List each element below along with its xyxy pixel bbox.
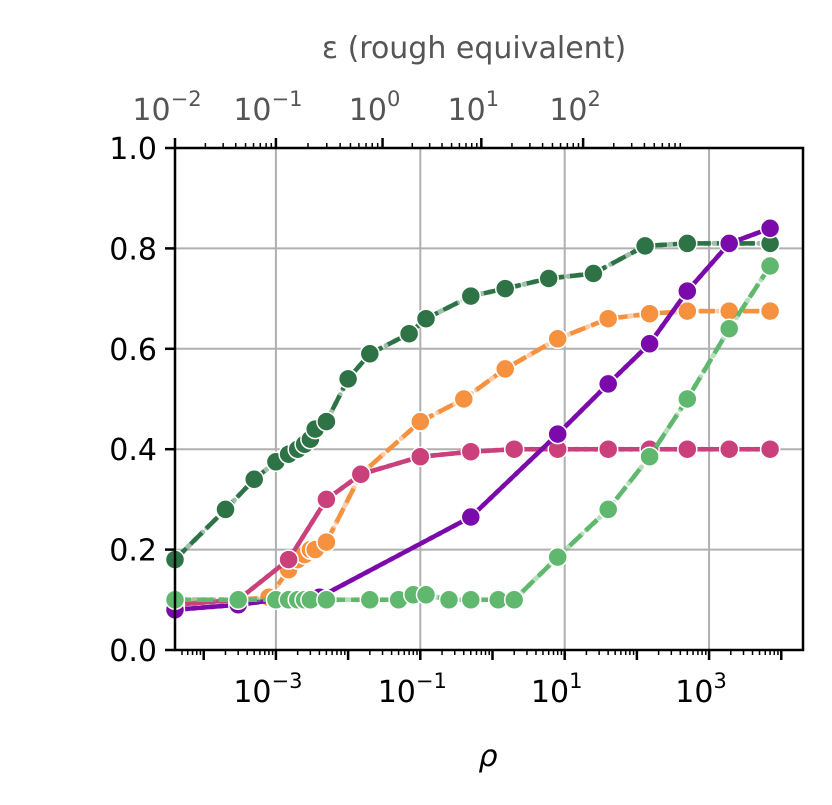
data-point bbox=[639, 446, 660, 467]
data-point bbox=[278, 549, 299, 570]
data-point bbox=[677, 388, 698, 410]
x-tick-label: 10−1 bbox=[378, 669, 447, 710]
y-tick-label: 1.0 bbox=[109, 132, 157, 167]
data-point bbox=[597, 499, 619, 520]
data-point bbox=[460, 506, 482, 528]
y-tick-label: 0.2 bbox=[109, 534, 157, 569]
data-point bbox=[634, 235, 656, 257]
data-point bbox=[415, 308, 437, 329]
series-layer bbox=[164, 218, 781, 621]
y-tick-label: 0.6 bbox=[109, 333, 157, 368]
data-point bbox=[547, 328, 568, 350]
x-tick-label: 10−3 bbox=[233, 669, 302, 710]
x-axis-title: ρ bbox=[478, 739, 497, 774]
data-point bbox=[597, 373, 619, 395]
data-point bbox=[453, 388, 475, 410]
data-point bbox=[350, 464, 372, 485]
data-point bbox=[639, 333, 660, 355]
data-point bbox=[759, 255, 781, 277]
data-point bbox=[759, 438, 781, 460]
data-point bbox=[316, 489, 337, 510]
data-point bbox=[538, 268, 559, 289]
top-tick-label: 102 bbox=[549, 87, 601, 128]
data-point bbox=[243, 469, 265, 490]
data-point bbox=[759, 218, 781, 239]
data-point bbox=[316, 589, 337, 611]
data-point bbox=[316, 531, 337, 553]
data-point bbox=[718, 318, 740, 339]
data-point bbox=[460, 589, 482, 611]
x-tick-label: 101 bbox=[531, 669, 583, 710]
top-tick-label: 100 bbox=[349, 87, 401, 128]
data-point bbox=[677, 438, 698, 460]
series-3 bbox=[164, 218, 781, 621]
data-point bbox=[215, 499, 236, 520]
data-point bbox=[547, 423, 568, 445]
data-point bbox=[677, 300, 698, 322]
data-point bbox=[597, 438, 619, 460]
series-4 bbox=[164, 255, 781, 611]
data-point bbox=[337, 368, 359, 390]
data-point bbox=[718, 438, 740, 460]
data-point bbox=[359, 343, 381, 365]
data-point bbox=[460, 441, 482, 462]
data-point bbox=[547, 546, 568, 568]
data-point bbox=[503, 589, 525, 611]
data-point bbox=[677, 233, 698, 254]
top-tick-label: 101 bbox=[448, 87, 500, 128]
data-point bbox=[316, 411, 337, 432]
data-point bbox=[597, 308, 619, 329]
data-point bbox=[494, 358, 516, 380]
top-tick-label: 10−1 bbox=[233, 87, 302, 128]
data-point bbox=[503, 438, 525, 460]
data-point bbox=[677, 280, 698, 302]
data-point bbox=[227, 589, 249, 611]
data-point bbox=[438, 589, 460, 611]
x-tick-label: 103 bbox=[675, 669, 727, 710]
y-tick-label: 0.0 bbox=[109, 634, 157, 669]
data-point bbox=[398, 323, 420, 344]
series-line bbox=[173, 241, 771, 562]
data-point bbox=[494, 278, 516, 299]
data-point bbox=[583, 263, 604, 284]
data-point bbox=[639, 303, 660, 324]
data-point bbox=[718, 233, 740, 254]
data-point bbox=[460, 285, 482, 307]
data-point bbox=[410, 411, 431, 432]
data-point bbox=[759, 300, 781, 322]
top-tick-label: 10−2 bbox=[132, 87, 201, 128]
top-axis-title: ε (rough equivalent) bbox=[322, 31, 626, 66]
y-tick-label: 0.4 bbox=[109, 433, 157, 468]
y-tick-label: 0.8 bbox=[109, 232, 157, 267]
data-point bbox=[359, 589, 381, 611]
data-point bbox=[410, 446, 431, 467]
data-point bbox=[415, 584, 437, 606]
axes-layer: 0.0 0.2 0.4 0.6 0.8 1.0 10−3 10−1 101 103 10−2 10−1… bbox=[109, 87, 783, 710]
